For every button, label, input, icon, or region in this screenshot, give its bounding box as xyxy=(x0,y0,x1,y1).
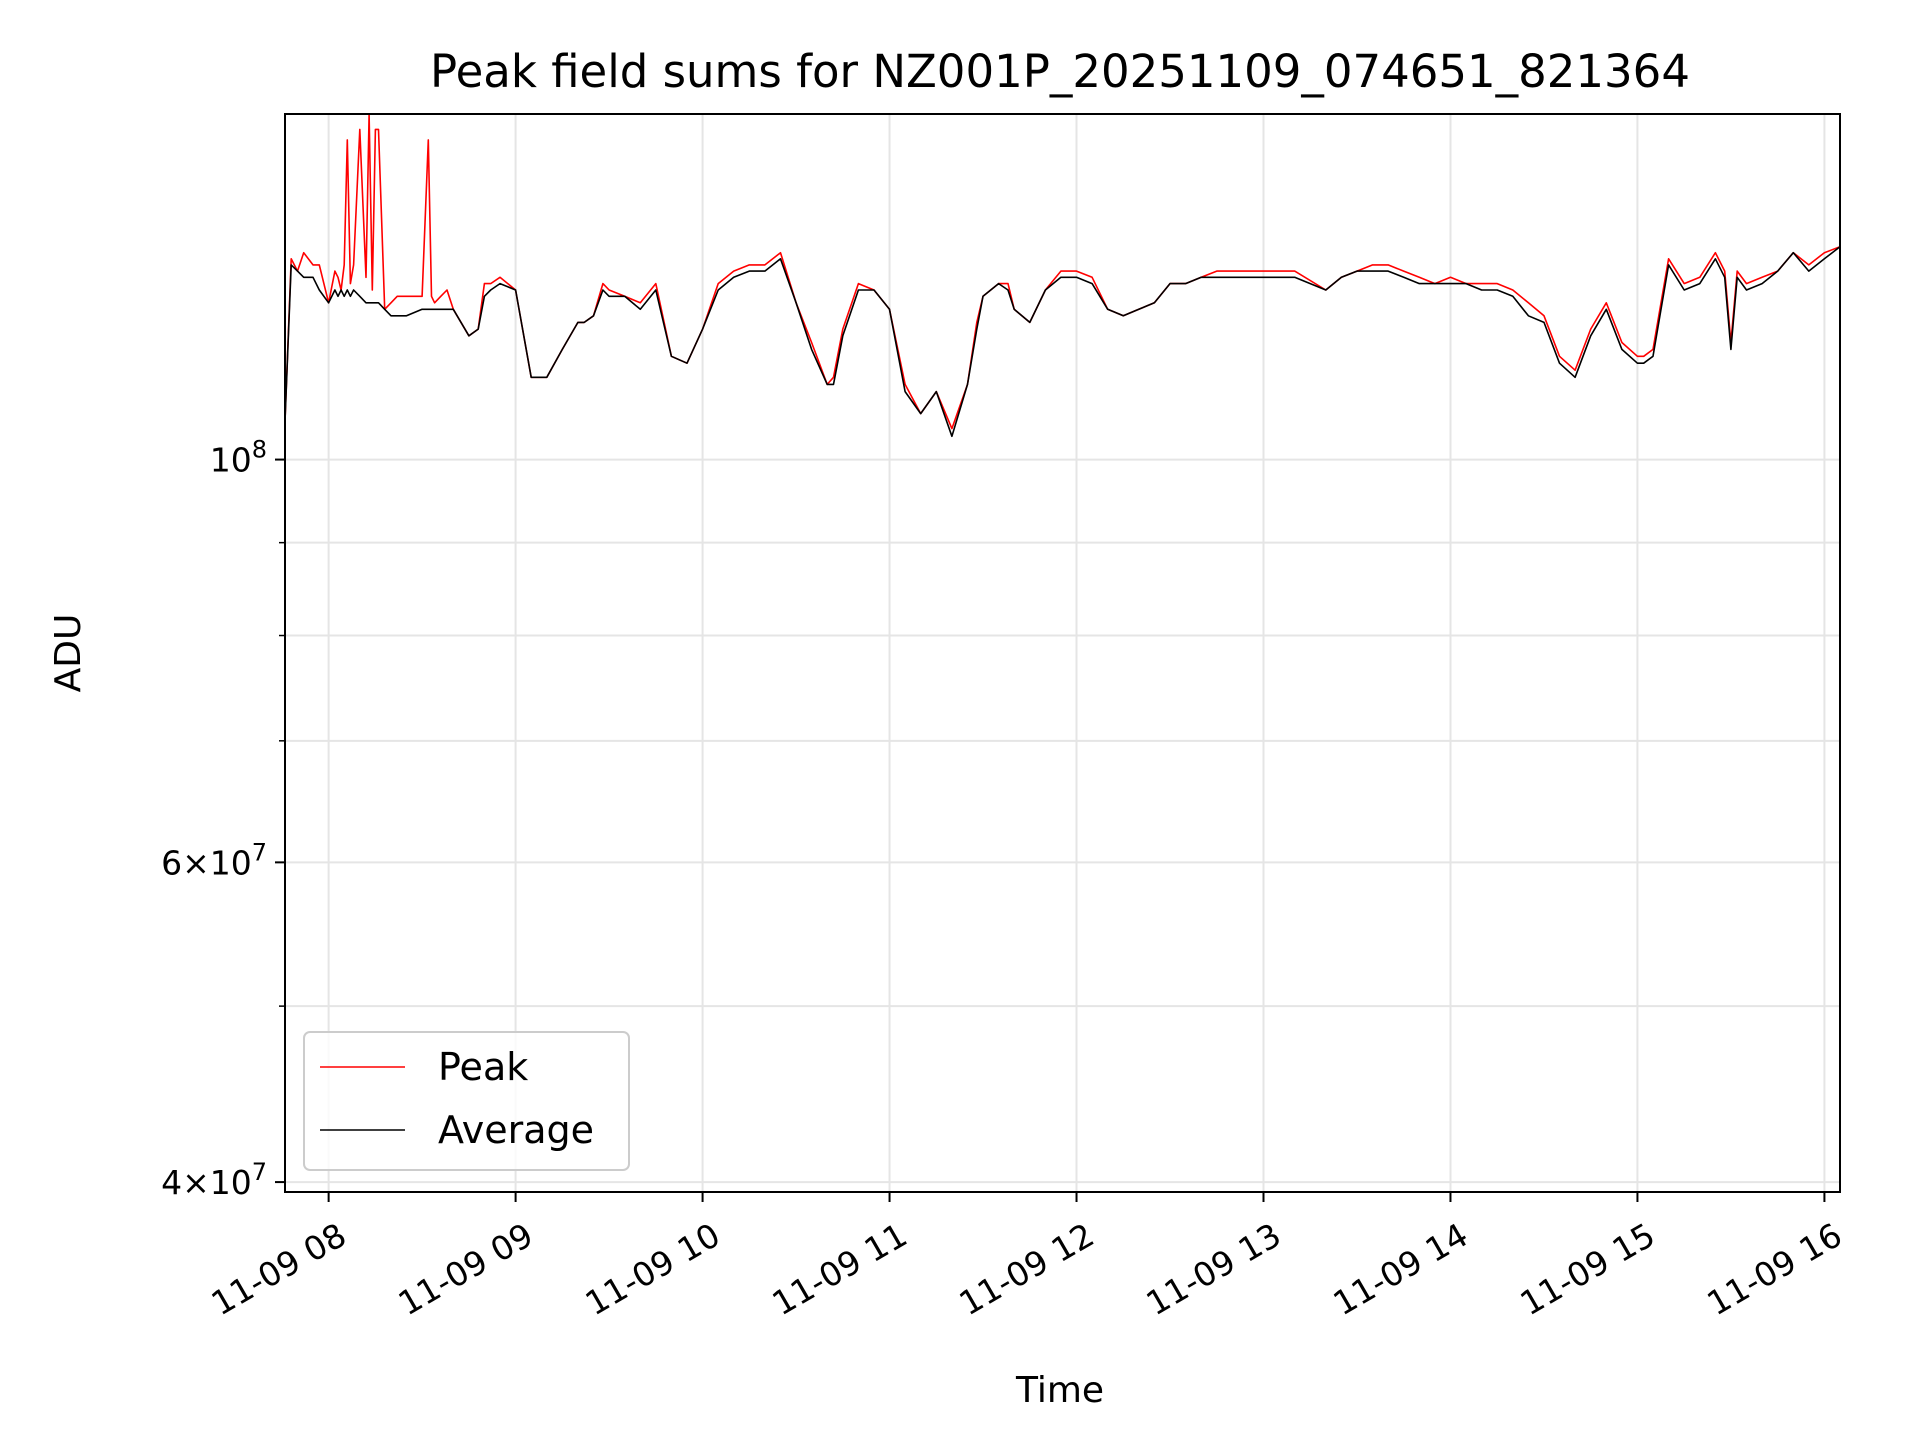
legend: Peak Average xyxy=(303,1031,630,1171)
x-axis-label: Time xyxy=(1015,1370,1104,1411)
x-tick-label: 11-09 15 xyxy=(1513,1215,1661,1323)
y-axis: 108 6×107 4×107 xyxy=(161,436,285,1202)
plot-frame xyxy=(284,113,1841,1193)
series-layer xyxy=(285,114,1840,438)
y-tick-label: 4×107 xyxy=(161,1158,267,1202)
chart-title: Peak field sums for NZ001P_20251109_0746… xyxy=(430,45,1690,98)
x-tick-label: 11-09 08 xyxy=(205,1215,353,1323)
grid xyxy=(285,114,1840,1192)
x-tick-label: 11-09 12 xyxy=(953,1215,1101,1323)
x-axis: 11-09 08 11-09 09 11-09 10 11-09 11 11-09 12… xyxy=(205,1192,1848,1323)
y-axis-label: ADU xyxy=(48,614,89,693)
x-tick-label: 11-09 09 xyxy=(392,1215,540,1323)
y-tick-label: 6×107 xyxy=(161,838,267,882)
x-tick-label: 11-09 16 xyxy=(1700,1215,1848,1323)
legend-label-peak: Peak xyxy=(438,1045,528,1089)
x-tick-label: 11-09 10 xyxy=(579,1215,727,1323)
x-tick-label: 11-09 14 xyxy=(1326,1215,1474,1323)
x-tick-label: 11-09 11 xyxy=(766,1215,914,1323)
y-tick-label: 108 xyxy=(210,436,267,480)
x-tick-label: 11-09 13 xyxy=(1140,1215,1288,1323)
plot-area xyxy=(285,114,1840,1192)
series-line-average xyxy=(285,246,1840,438)
legend-label-average: Average xyxy=(438,1108,594,1152)
